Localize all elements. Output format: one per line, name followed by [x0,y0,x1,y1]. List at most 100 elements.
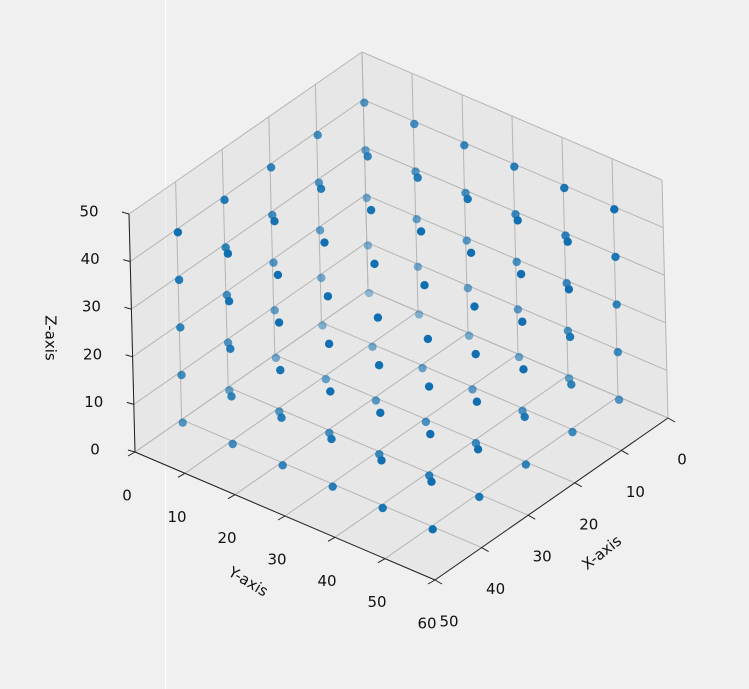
tick-mark [123,259,131,263]
point [377,456,386,465]
point [318,321,327,330]
point [277,413,286,422]
grid-line [284,353,519,517]
grid-line [361,51,663,181]
point [470,302,479,311]
point [321,375,331,384]
point [178,418,187,427]
grid-line [314,84,322,323]
point [364,288,374,298]
grid-line [268,116,276,355]
axis-line [434,417,669,581]
grid-line [131,146,365,310]
point [568,427,577,437]
point [519,365,528,374]
point [326,387,335,396]
grid-line [661,179,669,419]
point [421,417,431,427]
axis-line [134,451,436,581]
x-tick-label: 10 [626,483,645,501]
point [520,412,529,422]
point [323,292,333,301]
point [565,332,575,342]
point [371,396,381,405]
point [173,228,183,237]
point [521,460,531,469]
point [174,275,184,285]
tick-mark [574,482,583,488]
grid-line [461,94,469,333]
point [423,334,433,344]
y-tick-label: 50 [367,593,386,611]
point [424,382,434,391]
grid-line [334,374,569,538]
point [266,163,276,172]
point [414,310,424,319]
point [274,318,284,327]
point [416,227,426,236]
grid-line [132,194,366,358]
tick-mark [527,514,536,520]
z-axis-label: Z-axis [42,315,60,361]
grid-line [133,241,368,405]
point [613,347,623,357]
point [270,306,279,315]
point [363,152,372,161]
axis-line [128,213,136,453]
point [317,273,326,283]
x-tick-label: 30 [533,548,552,566]
x-tick-label: 50 [439,613,458,631]
y-tick-label: 20 [217,529,236,547]
point [510,162,519,171]
point [378,503,387,513]
point [513,305,523,314]
grid-line [361,51,369,291]
point [370,259,379,269]
point [428,525,437,534]
point [560,183,569,193]
z-tick-label: 40 [81,250,100,268]
point [472,397,482,406]
tick-mark [177,472,186,478]
point [410,119,419,129]
tick-mark [667,417,676,423]
point [413,262,423,271]
x-tick-label: 0 [677,451,687,469]
point [612,300,621,309]
tick-mark [277,515,286,521]
point [610,205,619,214]
y-tick-label: 10 [167,508,186,526]
tick-mark [121,211,130,215]
grid-line [411,73,419,312]
tick-mark [621,449,629,455]
grid-line [184,310,419,474]
point [360,98,369,107]
point [426,429,435,439]
point [276,365,285,375]
grid-line [611,158,619,397]
tick-mark [127,449,136,453]
tick-mark [127,451,136,457]
tick-mark [434,579,443,585]
tick-mark [125,354,133,358]
point [374,361,384,370]
grid-line [384,396,619,560]
point [278,461,287,470]
z-tick-label: 20 [83,345,102,363]
grid-line [234,332,469,496]
point [227,392,236,401]
grid-line [129,99,364,263]
y-tick-label: 60 [417,615,436,633]
point [464,331,474,340]
point [427,477,436,486]
tick-mark [377,558,386,564]
point [313,130,322,140]
point [516,269,526,279]
point [563,237,572,246]
z-tick-label: 10 [84,393,103,411]
point [466,248,476,257]
point [376,408,385,417]
